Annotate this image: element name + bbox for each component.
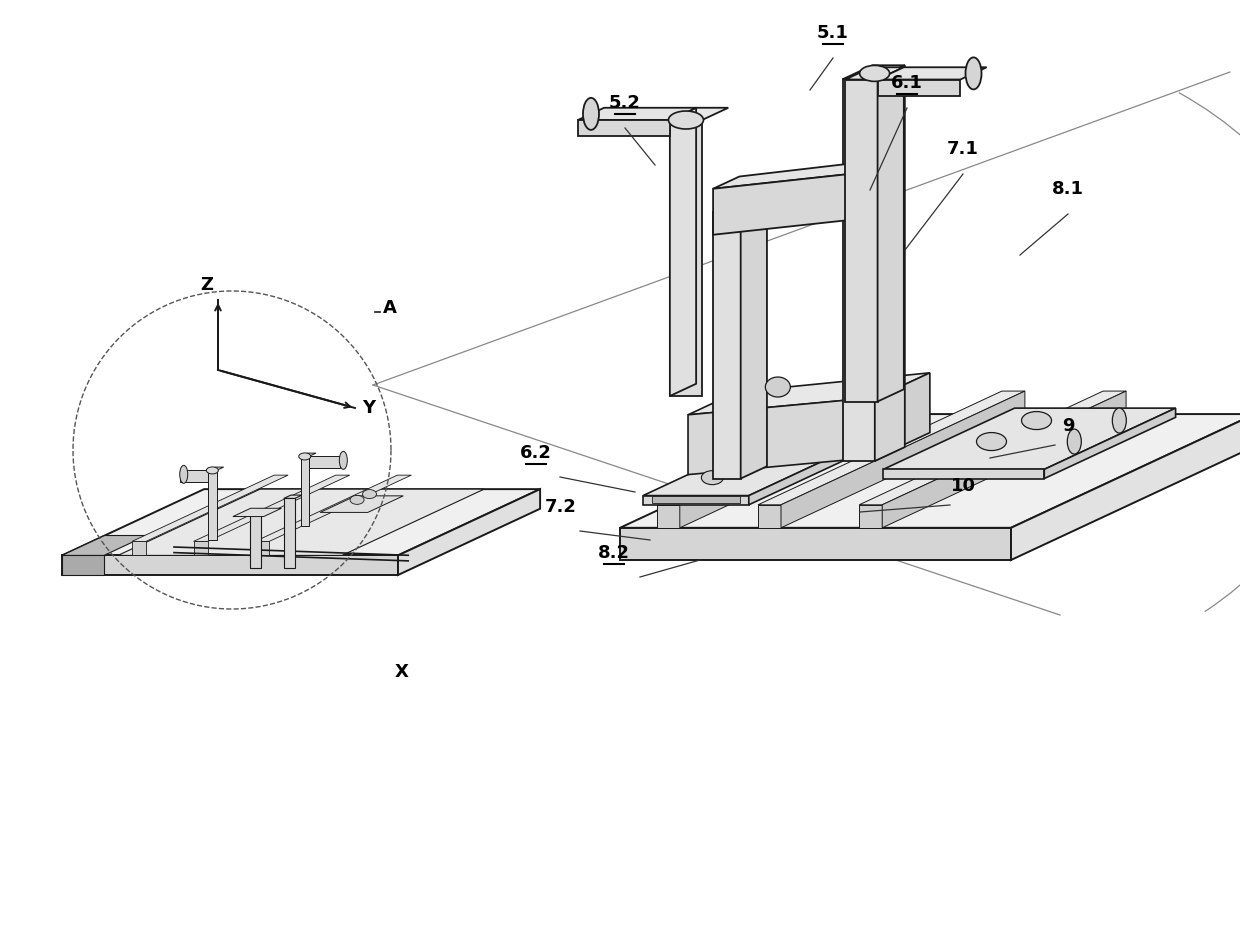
Polygon shape (398, 489, 541, 575)
Polygon shape (657, 504, 680, 528)
Text: Z: Z (200, 276, 213, 294)
Polygon shape (657, 391, 924, 504)
Polygon shape (255, 542, 269, 556)
Ellipse shape (966, 57, 982, 90)
Polygon shape (300, 453, 316, 457)
Polygon shape (846, 67, 904, 79)
Polygon shape (713, 212, 740, 478)
Polygon shape (193, 475, 350, 542)
Polygon shape (670, 107, 696, 396)
Ellipse shape (859, 65, 889, 81)
Ellipse shape (976, 432, 1007, 450)
Text: 8.1: 8.1 (1052, 180, 1084, 198)
Ellipse shape (739, 453, 761, 467)
Polygon shape (680, 391, 924, 528)
Polygon shape (713, 157, 905, 189)
Polygon shape (284, 495, 303, 499)
Ellipse shape (299, 453, 311, 460)
Polygon shape (878, 79, 961, 95)
Polygon shape (652, 496, 739, 502)
Text: 8.2: 8.2 (598, 544, 630, 562)
Polygon shape (644, 496, 749, 504)
Polygon shape (620, 528, 1011, 560)
Ellipse shape (362, 489, 377, 499)
Polygon shape (62, 556, 398, 575)
Ellipse shape (350, 495, 365, 504)
Polygon shape (255, 475, 412, 542)
Polygon shape (62, 489, 541, 556)
Polygon shape (250, 509, 269, 513)
Polygon shape (670, 120, 702, 396)
Polygon shape (740, 200, 768, 478)
Polygon shape (859, 504, 882, 528)
Polygon shape (300, 457, 309, 527)
Ellipse shape (1068, 429, 1081, 454)
Text: 7.2: 7.2 (546, 498, 577, 516)
Ellipse shape (765, 377, 790, 397)
Polygon shape (644, 452, 843, 496)
Ellipse shape (206, 467, 218, 474)
Polygon shape (578, 120, 670, 136)
Polygon shape (208, 467, 223, 471)
Polygon shape (180, 471, 208, 482)
Polygon shape (670, 107, 728, 120)
Text: 6.1: 6.1 (892, 74, 923, 92)
Ellipse shape (340, 451, 347, 470)
Text: 7.1: 7.1 (947, 140, 978, 158)
Text: 5.2: 5.2 (609, 94, 641, 112)
Polygon shape (688, 373, 930, 415)
Text: 5.1: 5.1 (817, 24, 849, 42)
Ellipse shape (702, 471, 723, 485)
Polygon shape (193, 542, 207, 556)
Polygon shape (758, 504, 781, 528)
Polygon shape (713, 200, 768, 212)
Polygon shape (843, 79, 874, 461)
Polygon shape (578, 107, 696, 120)
Polygon shape (843, 65, 905, 79)
Polygon shape (883, 408, 1176, 470)
Polygon shape (131, 475, 288, 542)
Polygon shape (882, 391, 1126, 528)
Polygon shape (758, 391, 1025, 504)
Text: A: A (383, 299, 397, 317)
Polygon shape (62, 556, 104, 575)
Text: X: X (396, 663, 409, 681)
Polygon shape (883, 470, 1044, 478)
Polygon shape (1044, 408, 1176, 478)
Polygon shape (749, 452, 843, 504)
Text: 9: 9 (1061, 417, 1074, 435)
Polygon shape (62, 535, 146, 556)
Polygon shape (620, 414, 1240, 528)
Polygon shape (118, 489, 484, 556)
Polygon shape (208, 471, 217, 541)
Polygon shape (846, 79, 878, 402)
Polygon shape (713, 171, 874, 234)
Ellipse shape (180, 465, 187, 484)
Text: Y: Y (362, 399, 376, 417)
Polygon shape (688, 397, 878, 474)
Polygon shape (309, 457, 340, 468)
Ellipse shape (1112, 408, 1126, 433)
Polygon shape (131, 542, 146, 556)
Polygon shape (878, 373, 930, 457)
Polygon shape (284, 499, 295, 569)
Polygon shape (320, 496, 403, 513)
Polygon shape (874, 65, 905, 461)
Polygon shape (233, 508, 281, 517)
Ellipse shape (1022, 412, 1052, 430)
Ellipse shape (668, 111, 703, 129)
Polygon shape (878, 67, 987, 79)
Ellipse shape (583, 98, 599, 130)
Text: 6.2: 6.2 (520, 444, 552, 462)
Polygon shape (250, 513, 262, 569)
Polygon shape (878, 67, 904, 402)
Polygon shape (859, 391, 1126, 504)
Text: 10: 10 (951, 477, 976, 495)
Polygon shape (1011, 414, 1240, 560)
Polygon shape (781, 391, 1025, 528)
